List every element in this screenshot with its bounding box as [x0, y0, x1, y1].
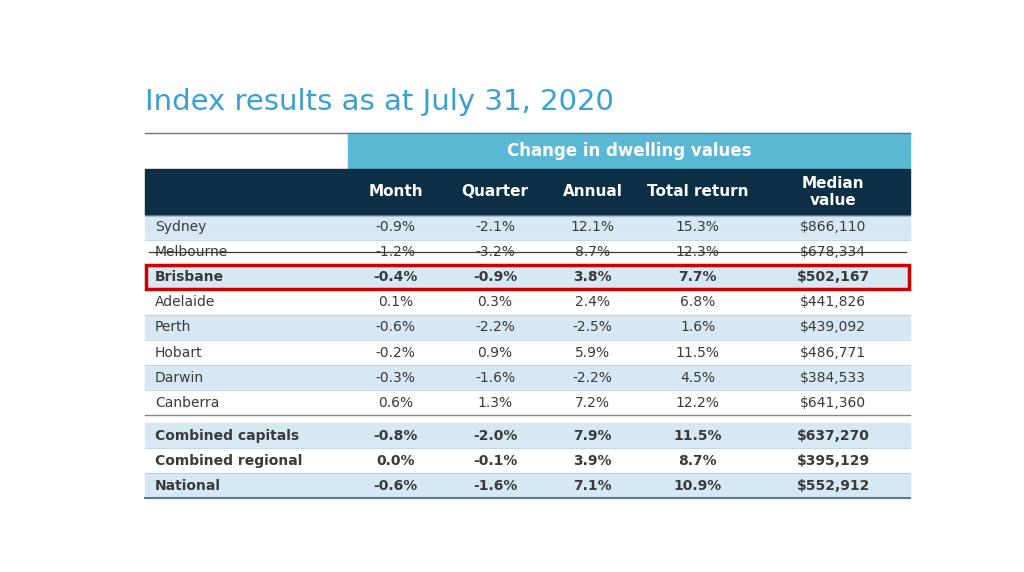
- Text: Annual: Annual: [562, 184, 623, 199]
- Text: 0.1%: 0.1%: [378, 296, 414, 309]
- Bar: [145, 169, 909, 215]
- Text: 7.2%: 7.2%: [575, 396, 610, 410]
- Text: -2.1%: -2.1%: [475, 220, 515, 235]
- Text: 0.9%: 0.9%: [477, 345, 513, 360]
- Text: 0.3%: 0.3%: [477, 296, 513, 309]
- Text: $641,360: $641,360: [800, 396, 866, 410]
- Text: 12.2%: 12.2%: [676, 396, 720, 410]
- Text: Darwin: Darwin: [155, 371, 204, 384]
- Text: 1.3%: 1.3%: [477, 396, 513, 410]
- Bar: [145, 215, 909, 240]
- Bar: [145, 448, 909, 473]
- Bar: [146, 265, 909, 289]
- Text: Month: Month: [369, 184, 423, 199]
- Text: Sydney: Sydney: [155, 220, 207, 235]
- Text: -1.6%: -1.6%: [475, 371, 515, 384]
- Text: 3.8%: 3.8%: [573, 271, 612, 284]
- Text: 12.3%: 12.3%: [676, 245, 720, 260]
- Text: $502,167: $502,167: [797, 271, 869, 284]
- Text: -1.6%: -1.6%: [473, 479, 517, 492]
- Bar: [145, 473, 909, 498]
- Bar: [348, 133, 909, 169]
- Text: Quarter: Quarter: [462, 184, 528, 199]
- Text: -0.3%: -0.3%: [376, 371, 416, 384]
- Text: 12.1%: 12.1%: [570, 220, 614, 235]
- Bar: [145, 240, 909, 265]
- Text: 3.9%: 3.9%: [573, 454, 611, 467]
- Text: 0.0%: 0.0%: [377, 454, 415, 467]
- Text: $552,912: $552,912: [797, 479, 870, 492]
- Text: -0.9%: -0.9%: [376, 220, 416, 235]
- Text: -0.6%: -0.6%: [374, 479, 418, 492]
- Bar: [145, 390, 909, 415]
- Bar: [145, 340, 909, 365]
- Text: Brisbane: Brisbane: [155, 271, 224, 284]
- Text: -2.2%: -2.2%: [572, 371, 612, 384]
- Text: -1.2%: -1.2%: [376, 245, 416, 260]
- Text: Median
value: Median value: [802, 176, 864, 208]
- Text: 6.8%: 6.8%: [680, 296, 715, 309]
- Text: Total return: Total return: [647, 184, 749, 199]
- Text: $866,110: $866,110: [800, 220, 866, 235]
- Text: $395,129: $395,129: [797, 454, 869, 467]
- Text: $486,771: $486,771: [800, 345, 866, 360]
- Text: -2.2%: -2.2%: [475, 320, 515, 335]
- Text: -2.0%: -2.0%: [473, 428, 517, 443]
- Text: Combined capitals: Combined capitals: [155, 428, 299, 443]
- Text: Change in dwelling values: Change in dwelling values: [507, 141, 751, 160]
- Text: -0.9%: -0.9%: [473, 271, 517, 284]
- Text: 15.3%: 15.3%: [676, 220, 720, 235]
- Text: Canberra: Canberra: [155, 396, 219, 410]
- Text: -0.1%: -0.1%: [473, 454, 517, 467]
- Text: Index results as at July 31, 2020: Index results as at July 31, 2020: [145, 89, 614, 117]
- Text: 7.7%: 7.7%: [678, 271, 717, 284]
- Text: -0.4%: -0.4%: [374, 271, 418, 284]
- Text: Combined regional: Combined regional: [155, 454, 302, 467]
- Text: 10.9%: 10.9%: [674, 479, 722, 492]
- Text: 5.9%: 5.9%: [574, 345, 610, 360]
- Bar: [145, 265, 909, 290]
- Text: 8.7%: 8.7%: [678, 454, 717, 467]
- Text: $439,092: $439,092: [801, 320, 866, 335]
- Bar: [145, 290, 909, 315]
- Text: 8.7%: 8.7%: [574, 245, 610, 260]
- Bar: [145, 423, 909, 448]
- Text: Melbourne: Melbourne: [155, 245, 228, 260]
- Text: Hobart: Hobart: [155, 345, 203, 360]
- Text: 4.5%: 4.5%: [680, 371, 715, 384]
- Text: 11.5%: 11.5%: [676, 345, 720, 360]
- Text: $678,334: $678,334: [801, 245, 866, 260]
- Text: 0.6%: 0.6%: [378, 396, 414, 410]
- Text: -2.5%: -2.5%: [572, 320, 612, 335]
- Text: Adelaide: Adelaide: [155, 296, 215, 309]
- Text: National: National: [155, 479, 221, 492]
- Bar: [145, 315, 909, 340]
- Text: 7.9%: 7.9%: [573, 428, 611, 443]
- Text: Perth: Perth: [155, 320, 191, 335]
- Text: 2.4%: 2.4%: [575, 296, 610, 309]
- Text: $384,533: $384,533: [801, 371, 866, 384]
- Text: -0.6%: -0.6%: [376, 320, 416, 335]
- Text: $637,270: $637,270: [797, 428, 869, 443]
- Text: -0.8%: -0.8%: [374, 428, 418, 443]
- Text: 11.5%: 11.5%: [674, 428, 722, 443]
- Bar: [145, 365, 909, 390]
- Text: -3.2%: -3.2%: [475, 245, 515, 260]
- Text: 1.6%: 1.6%: [680, 320, 715, 335]
- Text: 7.1%: 7.1%: [573, 479, 612, 492]
- Text: $441,826: $441,826: [800, 296, 866, 309]
- Text: -0.2%: -0.2%: [376, 345, 416, 360]
